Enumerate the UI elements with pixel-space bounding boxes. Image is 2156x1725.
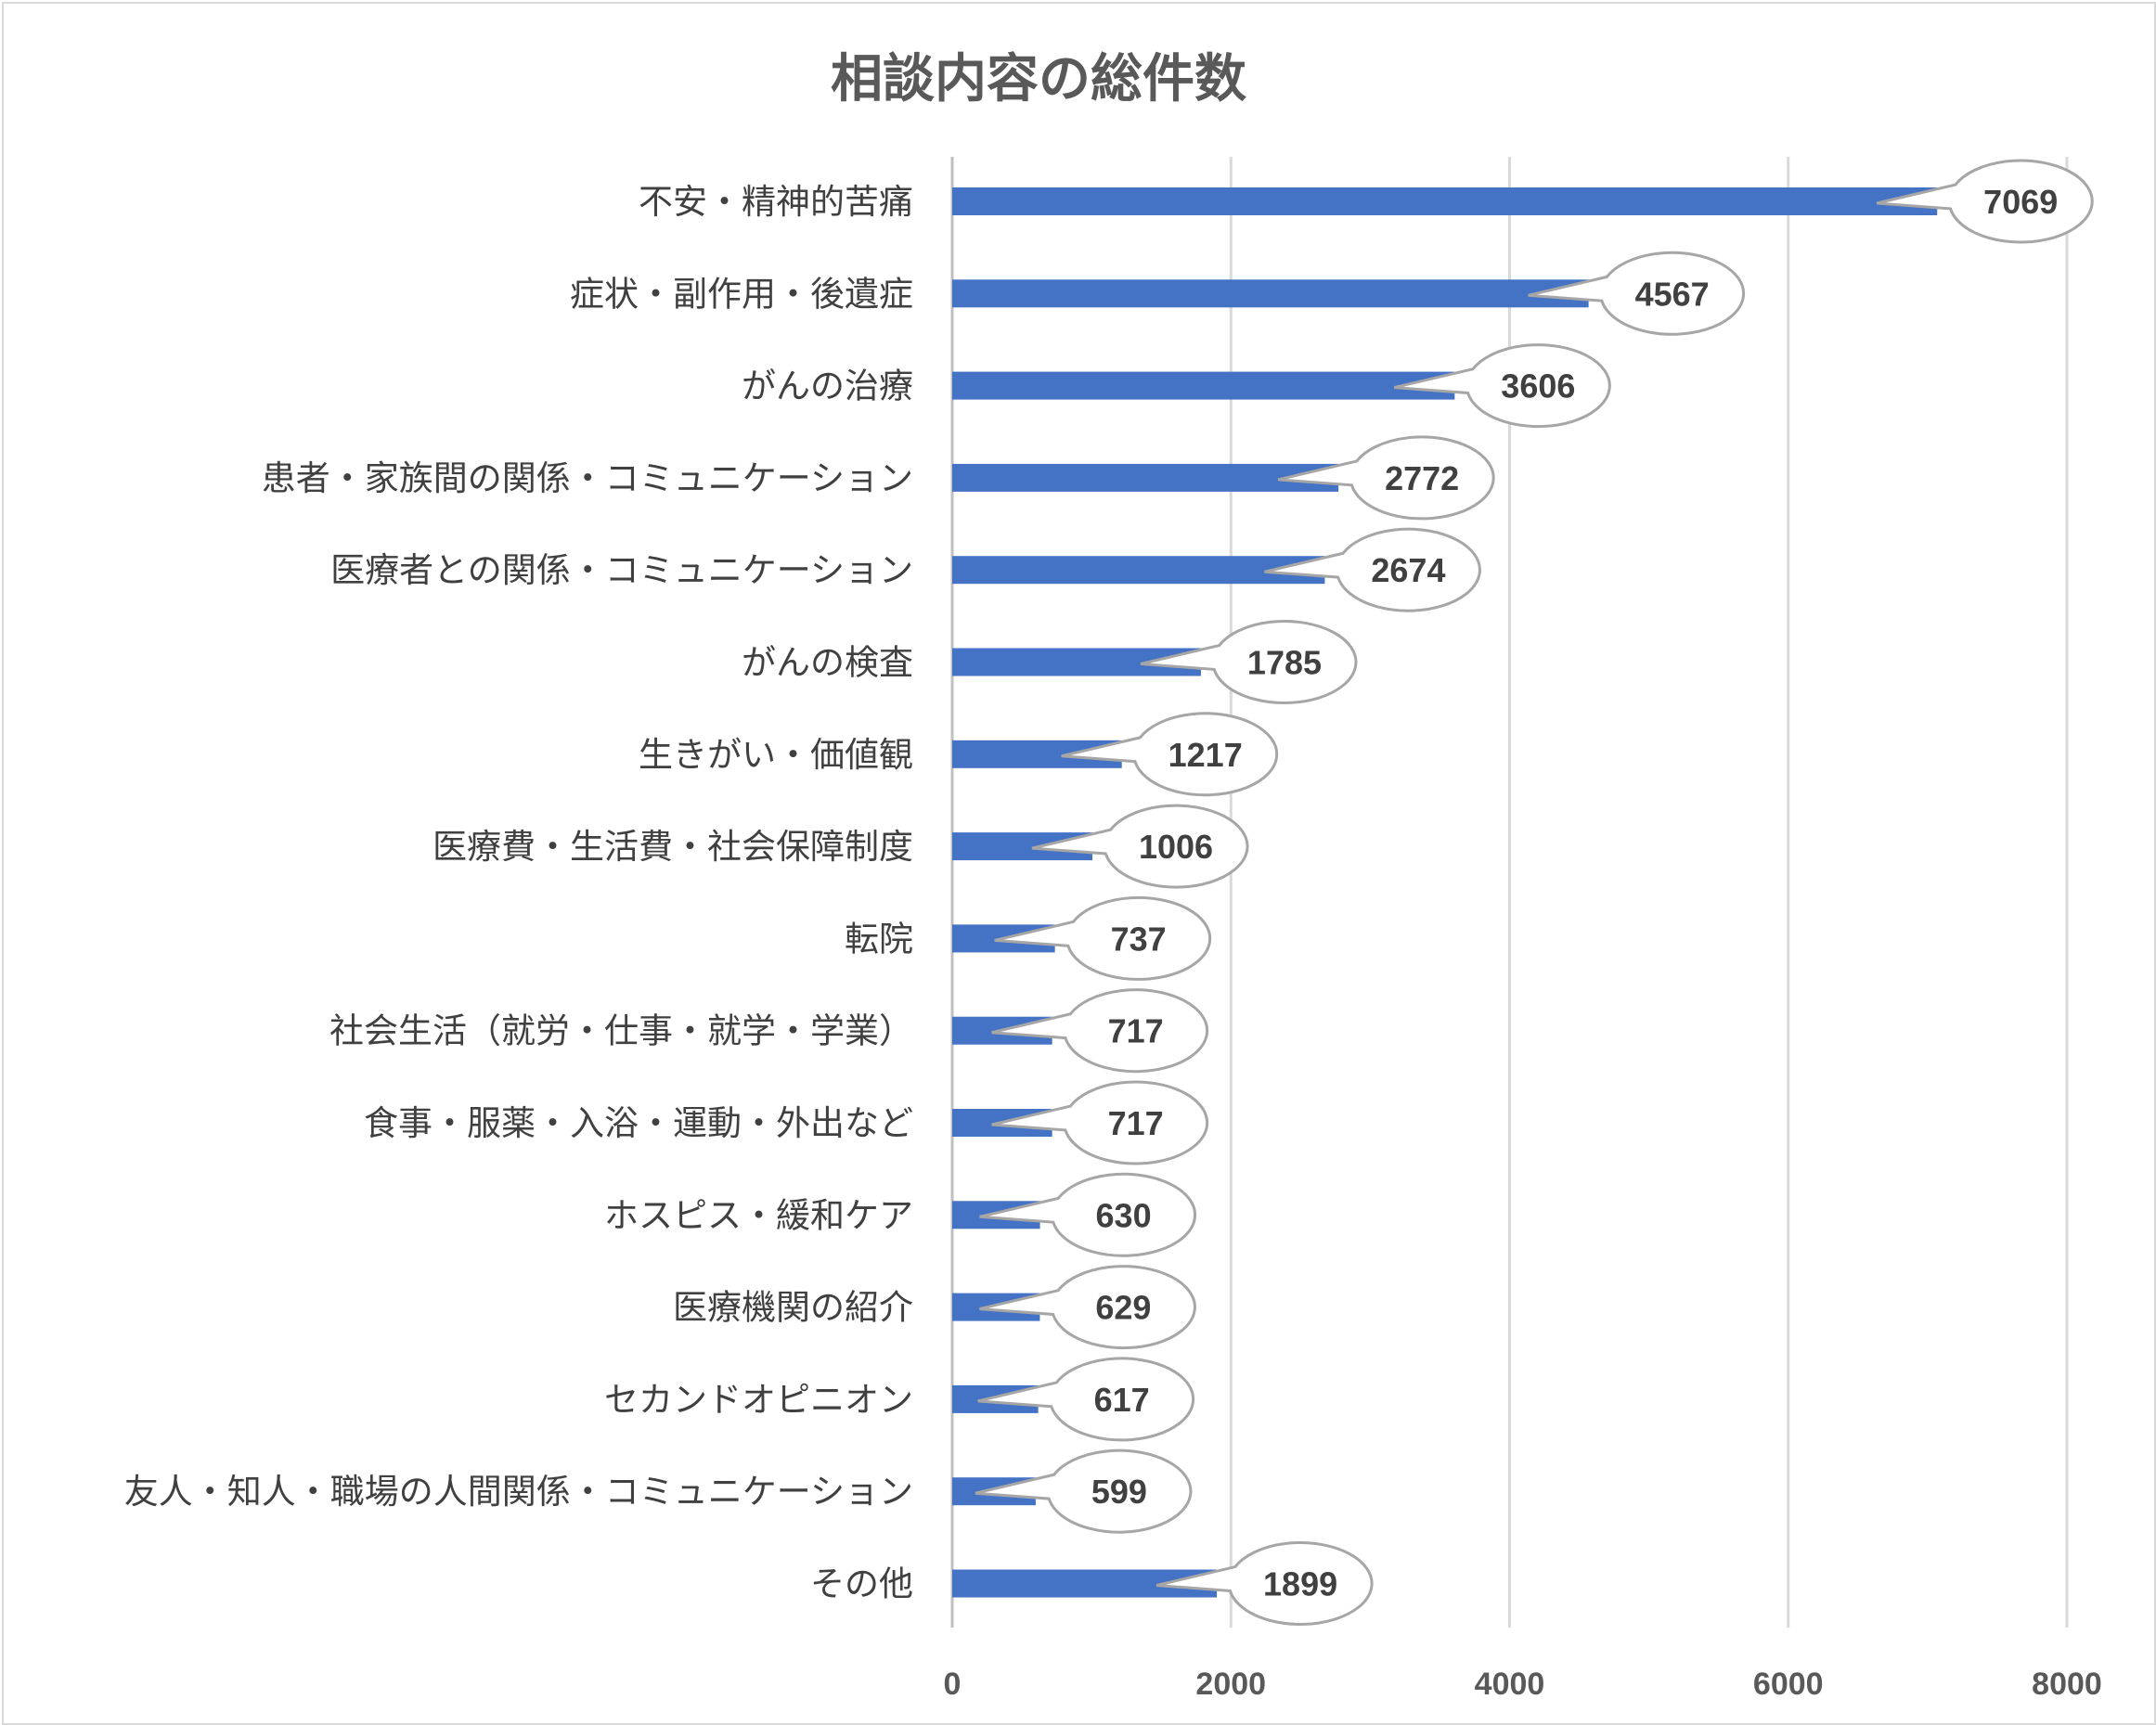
- bar-chart: 相談内容の総件数 7069 4567 3606 2772 2674 1785 1217 100…: [124, 49, 2102, 1702]
- category-label: 不安・精神的苦痛: [639, 182, 913, 222]
- data-label: 2674: [1371, 551, 1445, 589]
- data-label-bubble: [977, 1357, 1195, 1442]
- data-label: 630: [1096, 1196, 1152, 1234]
- data-label-bubble: [1876, 159, 2094, 244]
- category-label: 友人・知人・職場の人間関係・コミュニケーション: [124, 1472, 913, 1512]
- data-label-bubble: [979, 1172, 1197, 1257]
- bar: [952, 371, 1455, 400]
- category-label: 症状・副作用・後遺症: [570, 274, 913, 314]
- x-tick-label: 4000: [1475, 1667, 1545, 1702]
- chart-title: 相談内容の総件数: [831, 49, 1246, 109]
- bar: [952, 279, 1589, 308]
- category-label: セカンドオピニオン: [604, 1380, 913, 1420]
- data-label: 717: [1108, 1104, 1164, 1142]
- x-axis-ticks: 0 2000 4000 6000 8000: [944, 1667, 2102, 1702]
- data-label: 1785: [1247, 644, 1322, 682]
- data-label-bubble: [994, 895, 1212, 981]
- category-label: 医療者との関係・コミュニケーション: [330, 550, 913, 590]
- data-label-bubble: [1528, 251, 1746, 336]
- category-label: 医療機関の紹介: [673, 1288, 913, 1328]
- x-tick-label: 2000: [1195, 1667, 1266, 1702]
- data-label: 599: [1091, 1473, 1147, 1511]
- data-label: 629: [1095, 1289, 1151, 1327]
- data-label-bubble: [979, 1265, 1196, 1350]
- x-tick-label: 6000: [1753, 1667, 1824, 1702]
- data-label: 1006: [1139, 828, 1213, 866]
- category-label: 社会生活（就労・仕事・就学・学業）: [329, 1011, 913, 1051]
- data-label: 717: [1108, 1012, 1164, 1050]
- category-label: その他: [810, 1564, 913, 1604]
- category-label: ホスピス・緩和ケア: [604, 1195, 913, 1235]
- data-label-bubble: [1277, 435, 1495, 521]
- bar: [952, 463, 1339, 492]
- data-label: 7069: [1983, 183, 2058, 221]
- category-label: がんの検査: [742, 643, 913, 683]
- data-label: 1899: [1263, 1565, 1337, 1603]
- data-label-bubble: [991, 1080, 1209, 1165]
- data-label-bubble: [1140, 620, 1358, 704]
- data-label: 1217: [1168, 736, 1243, 774]
- data-label-bubble: [1394, 343, 1611, 429]
- x-tick-label: 8000: [2032, 1667, 2102, 1702]
- data-label-bubble: [1155, 1541, 1374, 1626]
- data-label: 737: [1111, 920, 1167, 958]
- data-label-bubble: [1031, 804, 1249, 889]
- data-labels: 7069 4567 3606 2772 2674 1785 1217 1006 737 717 71…: [975, 159, 2094, 1626]
- category-label: 医療費・生活費・社会保障制度: [432, 827, 913, 867]
- data-label: 2772: [1385, 459, 1459, 497]
- data-label: 3606: [1501, 367, 1575, 406]
- bars: [952, 187, 1938, 1598]
- data-label-bubble: [1264, 527, 1481, 612]
- data-label-bubble: [975, 1448, 1193, 1534]
- data-label: 4567: [1635, 275, 1710, 313]
- category-label: がんの治療: [742, 367, 913, 406]
- data-label-bubble: [991, 988, 1209, 1074]
- bar: [952, 556, 1325, 585]
- data-label: 617: [1094, 1381, 1150, 1419]
- category-label: 食事・服薬・入浴・運動・外出など: [364, 1103, 913, 1143]
- category-label: 生きがい・価値観: [639, 735, 913, 775]
- data-label-bubble: [1061, 712, 1279, 797]
- x-tick-label: 0: [944, 1667, 962, 1702]
- category-label: 患者・家族間の関係・コミュニケーション: [262, 458, 913, 498]
- bar: [952, 187, 1938, 215]
- category-labels: 不安・精神的苦痛症状・副作用・後遺症がんの治療患者・家族間の関係・コミュニケーシ…: [124, 182, 913, 1604]
- category-label: 転院: [845, 919, 913, 959]
